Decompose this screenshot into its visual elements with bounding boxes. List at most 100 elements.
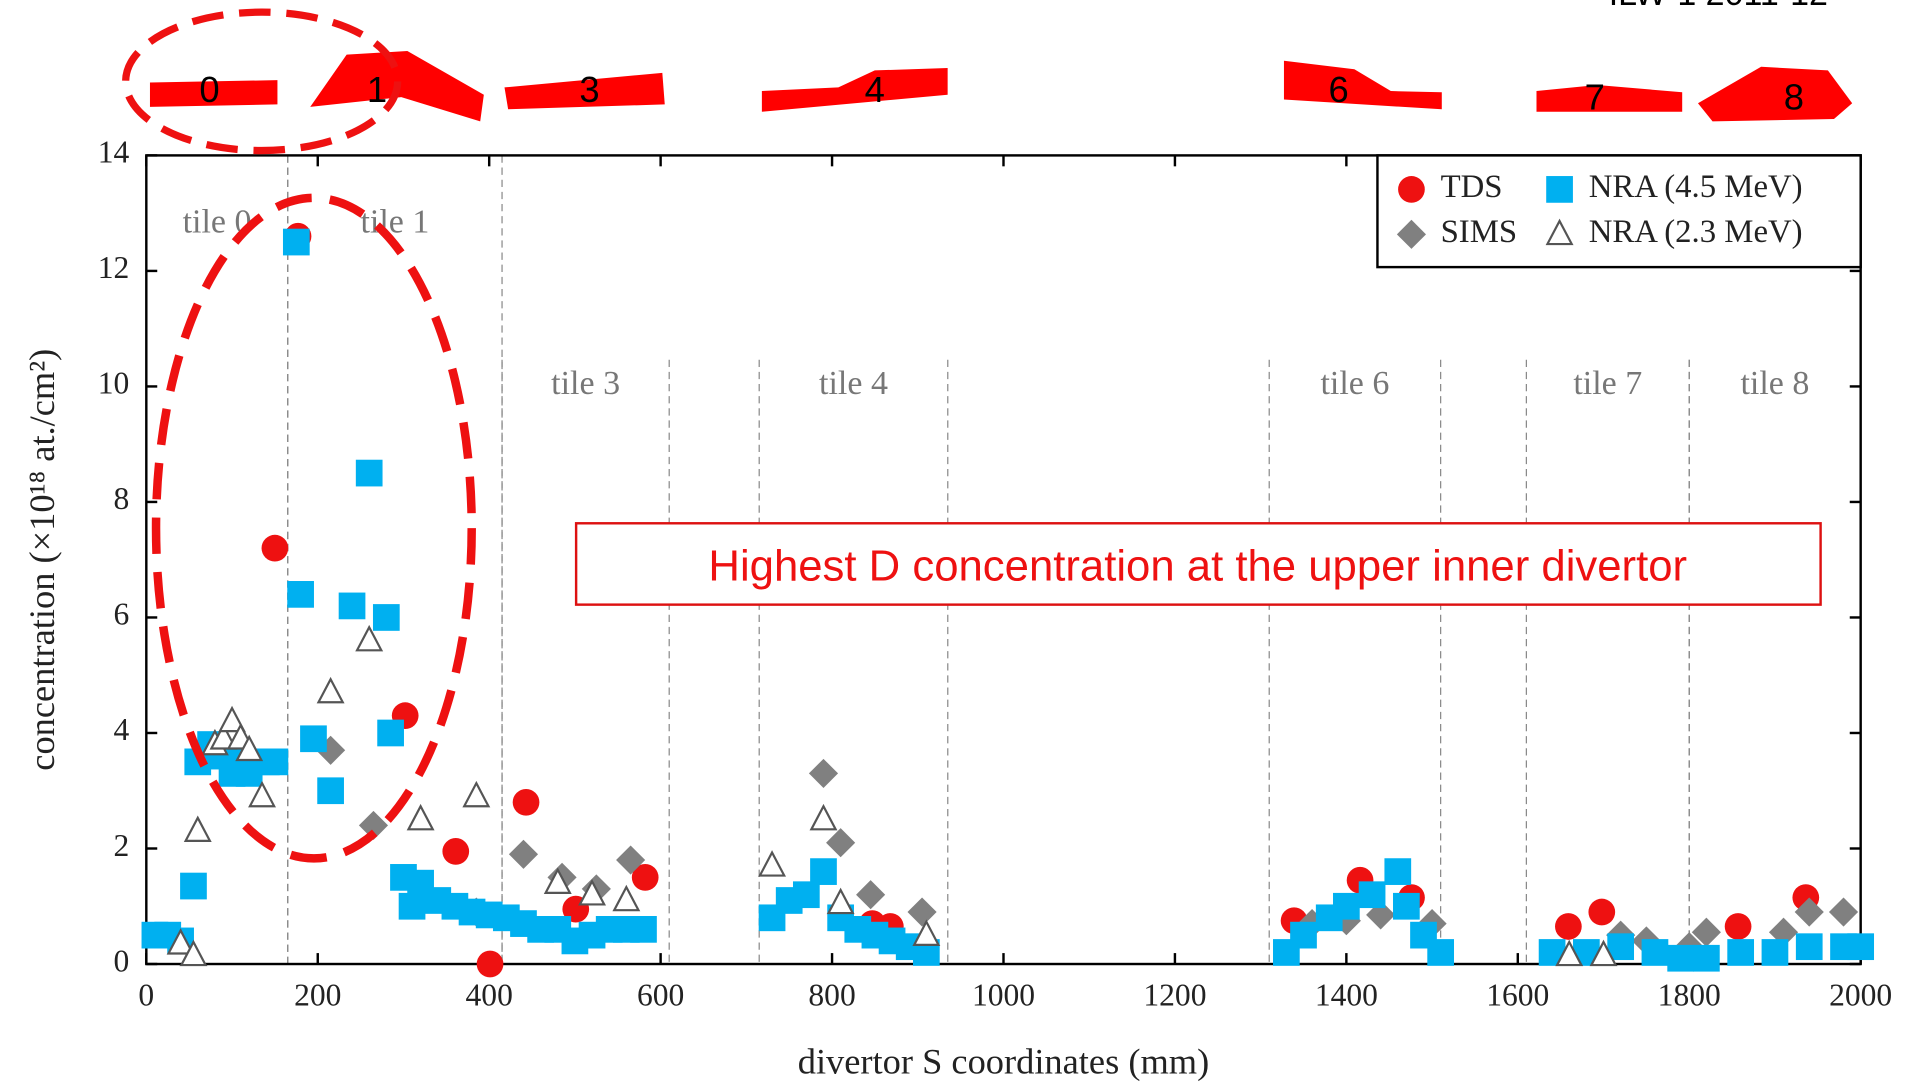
point	[166, 928, 195, 955]
point	[442, 838, 470, 865]
point	[398, 892, 426, 920]
point	[355, 459, 383, 487]
point	[631, 864, 659, 891]
series	[141, 228, 1875, 972]
point	[1333, 892, 1360, 920]
point	[1290, 921, 1317, 949]
tile-number: 6	[1328, 69, 1348, 110]
tile-shape	[149, 80, 278, 107]
header-note: ILW-1 2011-12	[1609, 0, 1828, 13]
point	[543, 867, 572, 894]
tile-label: tile 8	[1740, 365, 1809, 402]
point	[809, 803, 838, 831]
point	[1693, 944, 1720, 972]
point	[287, 581, 314, 608]
series	[166, 624, 1618, 967]
tile-number: 7	[1585, 76, 1605, 117]
tile-label: tile 6	[1320, 365, 1389, 402]
point	[912, 919, 941, 946]
point	[612, 884, 641, 912]
highlight-ellipse	[151, 193, 476, 863]
x-tick-label: 200	[294, 977, 341, 1012]
legend-label: TDS	[1441, 169, 1503, 205]
point	[792, 881, 820, 909]
point	[907, 897, 937, 927]
point	[338, 592, 366, 620]
point	[180, 872, 207, 900]
point	[512, 788, 540, 816]
point	[1667, 944, 1695, 972]
y-axis-label: concentration (×10¹⁸ at./cm²)	[22, 349, 62, 771]
point	[218, 705, 246, 733]
x-tick-label: 400	[466, 977, 513, 1012]
tile-shape	[1697, 66, 1853, 122]
tile-label: tile 7	[1573, 365, 1642, 402]
legend-marker	[1398, 176, 1425, 203]
tile-shape	[1283, 60, 1442, 110]
point	[377, 719, 404, 747]
point	[1847, 933, 1875, 961]
x-tick-label: 1000	[972, 977, 1035, 1012]
point	[183, 815, 212, 842]
point	[856, 880, 886, 910]
point	[1795, 933, 1823, 961]
point	[316, 676, 345, 704]
point	[808, 758, 839, 788]
legend-marker	[1396, 219, 1427, 249]
y-tick-label: 2	[114, 828, 130, 863]
point	[1384, 858, 1412, 885]
x-tick-label: 1800	[1658, 977, 1721, 1012]
tile-number: 0	[199, 69, 219, 110]
point	[406, 803, 435, 831]
point	[355, 624, 384, 652]
point	[1589, 939, 1618, 967]
tile-label: tile 1	[360, 204, 429, 241]
tile-shapes	[149, 50, 1853, 122]
point	[1358, 881, 1386, 909]
x-tick-label: 2000	[1829, 977, 1892, 1012]
y-tick-label: 12	[98, 250, 130, 285]
legend-label: SIMS	[1441, 214, 1518, 250]
point	[179, 939, 208, 967]
x-tick-label: 600	[637, 977, 684, 1012]
y-tick-label: 14	[98, 135, 130, 170]
point	[1393, 892, 1420, 920]
point	[616, 845, 646, 875]
y-tick-label: 4	[114, 712, 130, 747]
annotation: Highest D concentration at the upper inn…	[708, 541, 1687, 590]
point	[630, 916, 657, 943]
point	[810, 858, 837, 885]
point	[826, 828, 856, 858]
point	[1588, 898, 1616, 926]
x-tick-label: 1400	[1315, 977, 1378, 1012]
tile-label: tile 4	[819, 365, 888, 402]
x-tick-label: 1200	[1143, 977, 1206, 1012]
y-tick-label: 0	[114, 943, 130, 978]
tile-shape	[504, 72, 665, 110]
x-tick-label: 800	[808, 977, 855, 1012]
y-tick-label: 6	[114, 597, 130, 632]
legend-label: NRA (2.3 MeV)	[1589, 214, 1803, 250]
point	[462, 780, 491, 808]
legend-marker	[1546, 176, 1573, 203]
point	[1724, 913, 1752, 940]
y-tick-label: 8	[114, 481, 130, 516]
point	[300, 725, 327, 753]
point	[758, 850, 787, 877]
point	[235, 734, 264, 762]
highlight-ellipse	[122, 8, 402, 155]
point	[282, 228, 310, 256]
point	[1727, 939, 1755, 966]
point	[372, 604, 400, 631]
point	[248, 780, 276, 808]
point	[1828, 897, 1859, 927]
x-tick-label: 1600	[1486, 977, 1549, 1012]
tile-number: 4	[865, 69, 885, 110]
point	[1427, 939, 1455, 966]
point	[1691, 917, 1721, 947]
point	[1555, 913, 1582, 940]
point	[209, 723, 238, 750]
